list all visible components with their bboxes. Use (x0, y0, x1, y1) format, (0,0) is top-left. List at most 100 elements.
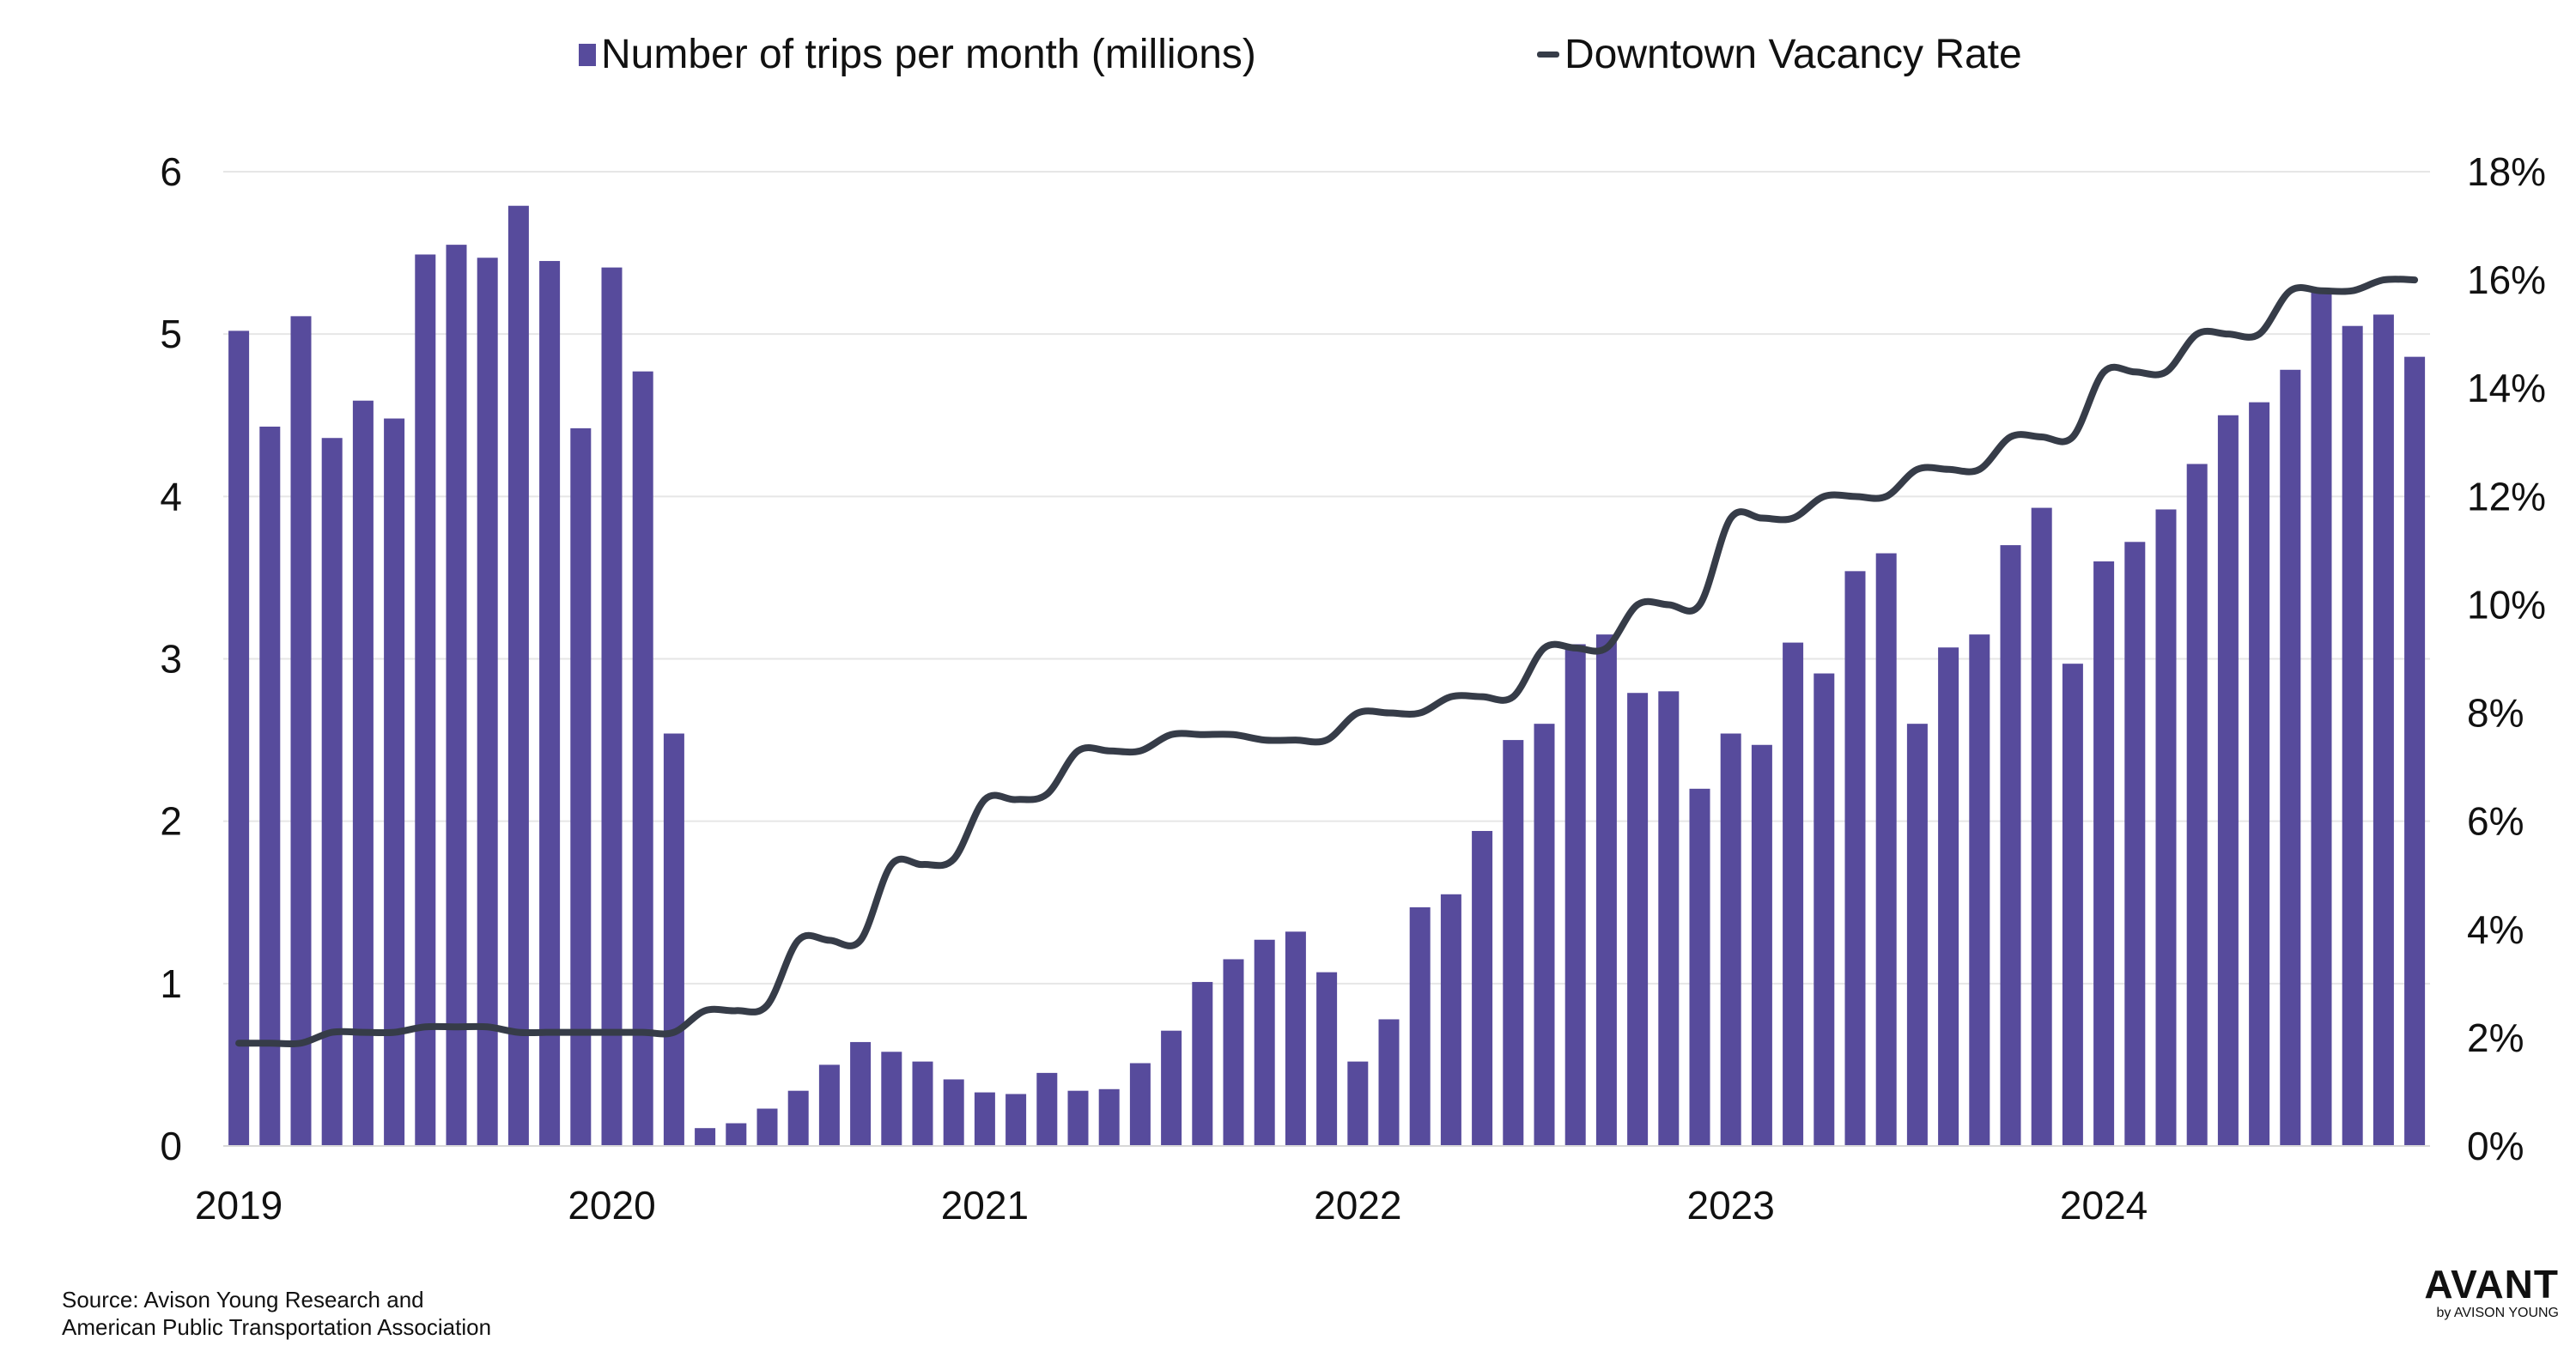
bar (1005, 1094, 1027, 1146)
bar (507, 205, 529, 1147)
bar (1564, 644, 1586, 1146)
bar (912, 1061, 933, 1146)
legend-label-vacancy: Downtown Vacancy Rate (1564, 32, 2022, 77)
legend-item-trips[interactable]: Number of trips per month (millions) (579, 31, 1256, 78)
bar (1627, 693, 1649, 1146)
bar (1503, 740, 1524, 1146)
x-tick-label: 2024 (2060, 1183, 2148, 1228)
bar (1161, 1030, 1182, 1146)
y-left-tick-label: 3 (160, 637, 182, 682)
bar (632, 371, 653, 1146)
y-left-tick-label: 5 (160, 312, 182, 356)
bar (1223, 959, 1244, 1146)
bar (321, 438, 343, 1146)
bar (2124, 542, 2146, 1146)
bar (2000, 545, 2021, 1146)
bar (570, 427, 592, 1147)
x-tick-label: 2021 (941, 1183, 1029, 1228)
y-right-tick-label: 10% (2467, 582, 2546, 627)
gridlines (223, 171, 2430, 985)
logo-brand: AVANT (2424, 1262, 2559, 1307)
vacancy-rate-line (235, 276, 2419, 1048)
y-right-tick-label: 6% (2467, 799, 2524, 844)
y-right-tick-label: 14% (2467, 366, 2546, 410)
line-series (235, 276, 2419, 1048)
bar (1098, 1088, 1120, 1146)
bar-series (228, 205, 2426, 1147)
source-line-1: Source: Avison Young Research and (62, 1287, 424, 1313)
bar (1751, 744, 1772, 1146)
bar (1720, 733, 1741, 1146)
bar (726, 1123, 747, 1146)
bar (2217, 415, 2239, 1146)
bar (1534, 724, 1555, 1146)
y-left-tick-label: 6 (160, 149, 182, 194)
bar (756, 1108, 778, 1146)
bar (415, 254, 436, 1147)
bar (1689, 788, 1710, 1146)
bar (1285, 931, 1306, 1146)
bar (1316, 972, 1338, 1146)
y-right-tick-label: 18% (2467, 149, 2546, 194)
bar (1067, 1090, 1089, 1146)
y-left-tick-label: 1 (160, 961, 182, 1006)
legend-swatch-bar-icon (579, 43, 596, 66)
bar (2372, 314, 2394, 1146)
y-left-tick-label: 0 (160, 1124, 182, 1168)
bar (1347, 1061, 1369, 1146)
bar (818, 1064, 840, 1146)
bar (1472, 831, 1493, 1146)
bar (446, 245, 467, 1146)
bar (1192, 981, 1213, 1146)
y-right-tick-label: 16% (2467, 258, 2546, 302)
y-right-tick-label: 12% (2467, 474, 2546, 518)
x-tick-label: 2022 (1314, 1183, 1401, 1228)
bar (2249, 402, 2270, 1146)
bar (1658, 691, 1680, 1146)
bar (881, 1052, 902, 1146)
bar (663, 733, 684, 1146)
bar (290, 316, 312, 1146)
bar (787, 1090, 809, 1146)
bar (259, 426, 281, 1146)
bar (974, 1092, 995, 1146)
bar (601, 267, 623, 1146)
legend: Number of trips per month (millions) Dow… (0, 31, 2576, 82)
bar (1440, 894, 1461, 1146)
bar (2311, 290, 2332, 1146)
bar (1129, 1063, 1151, 1146)
bar (228, 330, 250, 1147)
y-right-tick-label: 4% (2467, 907, 2524, 952)
bar (1254, 939, 1275, 1146)
bar (2280, 369, 2301, 1146)
axes: 0 1 2 3 4 5 6 0% 2% 4% 6% 8% 10% 12% 14% 16% 18% 2019 2020… (160, 149, 2546, 1228)
bar (2031, 507, 2052, 1146)
bar (2186, 464, 2208, 1146)
bar (2155, 509, 2177, 1146)
bar (1969, 634, 1990, 1146)
bar (2342, 325, 2363, 1146)
bar (1875, 553, 1897, 1146)
y-right-tick-label: 0% (2467, 1124, 2524, 1168)
bar (352, 400, 374, 1147)
y-right-tick-label: 2% (2467, 1016, 2524, 1060)
y-left-tick-label: 2 (160, 799, 182, 844)
source-line-2: American Public Transportation Associati… (62, 1314, 492, 1340)
logo-tagline: by AVISON YOUNG (2436, 1306, 2559, 1320)
bar (1378, 1019, 1400, 1146)
bar (2404, 356, 2426, 1146)
bar (2062, 664, 2083, 1146)
x-tick-label: 2023 (1687, 1183, 1775, 1228)
legend-item-vacancy[interactable]: Downtown Vacancy Rate (1537, 31, 2022, 78)
legend-label-trips: Number of trips per month (millions) (601, 32, 1256, 77)
legend-swatch-line-icon (1537, 52, 1559, 58)
x-tick-label: 2019 (195, 1183, 283, 1228)
y-left-tick-label: 4 (160, 474, 182, 518)
bar (1844, 571, 1866, 1146)
bar (384, 418, 405, 1146)
bar (2093, 561, 2115, 1146)
bar (1938, 647, 1959, 1146)
bar (1814, 673, 1835, 1146)
bar (1906, 724, 1928, 1146)
